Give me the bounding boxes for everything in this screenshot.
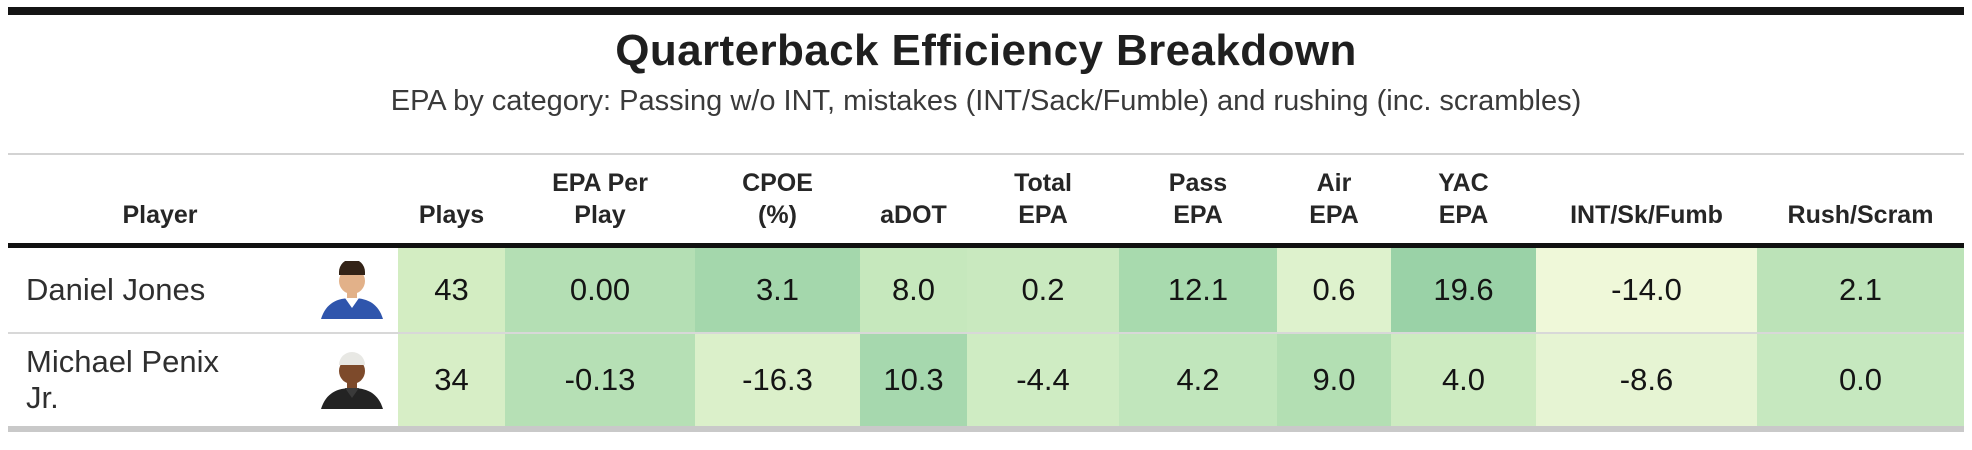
- avatar-hair: [339, 352, 365, 366]
- table-header: Quarterback Efficiency Breakdown EPA by …: [8, 15, 1964, 155]
- stats-card: Quarterback Efficiency Breakdown EPA by …: [8, 7, 1964, 433]
- player-name: Michael Penix Jr.: [26, 343, 219, 416]
- stat-cell-adot: 8.0: [860, 245, 967, 335]
- top-rule: [8, 7, 1964, 15]
- column-header-player: Player: [8, 154, 398, 248]
- stat-cell-plays: 34: [398, 333, 505, 430]
- player-cell: Michael Penix Jr.: [8, 333, 398, 430]
- column-header-rush-scram: Rush/Scram: [1757, 154, 1964, 248]
- stat-cell-pass-epa: 4.2: [1119, 333, 1277, 430]
- stat-cell-rush-scram: 2.1: [1757, 245, 1964, 335]
- column-header-int-sk-fumb: INT/Sk/Fumb: [1536, 154, 1757, 248]
- player-headshot: [321, 260, 383, 319]
- stat-cell-total-epa: -4.4: [967, 333, 1119, 430]
- stat-cell-air-epa: 9.0: [1277, 333, 1391, 430]
- avatar-collar: [345, 297, 359, 308]
- stat-cell-int-sk-fumb: -14.0: [1536, 245, 1757, 335]
- avatar-collar: [345, 388, 359, 399]
- stat-cell-int-sk-fumb: -8.6: [1536, 333, 1757, 430]
- stat-cell-air-epa: 0.6: [1277, 245, 1391, 335]
- stat-cell-yac-epa: 19.6: [1391, 245, 1536, 335]
- stat-cell-cpoe: 3.1: [695, 245, 860, 335]
- table-row: Michael Penix Jr. 34 -0.13 -16.3 10.3 -: [8, 333, 1964, 430]
- column-header-air-epa: Air EPA: [1277, 154, 1391, 248]
- column-header-pass-epa: Pass EPA: [1119, 154, 1277, 248]
- avatar-jersey: [321, 388, 383, 410]
- avatar-jersey: [321, 297, 383, 319]
- stat-cell-plays: 43: [398, 245, 505, 335]
- stat-cell-rush-scram: 0.0: [1757, 333, 1964, 430]
- stat-cell-pass-epa: 12.1: [1119, 245, 1277, 335]
- stats-table: Player Plays EPA Per Play CPOE (%) aDOT …: [8, 154, 1964, 433]
- stat-cell-yac-epa: 4.0: [1391, 333, 1536, 430]
- header-row: Player Plays EPA Per Play CPOE (%) aDOT …: [8, 154, 1964, 248]
- page-subtitle: EPA by category: Passing w/o INT, mistak…: [390, 84, 1582, 117]
- column-header-plays: Plays: [398, 154, 505, 248]
- stat-cell-epa-per-play: -0.13: [505, 333, 695, 430]
- column-header-epa-per-play: EPA Per Play: [505, 154, 695, 248]
- stat-cell-total-epa: 0.2: [967, 245, 1119, 335]
- avatar-hair: [339, 260, 365, 275]
- player-name: Daniel Jones: [26, 271, 206, 307]
- player-headshot: [321, 352, 383, 410]
- column-header-adot: aDOT: [860, 154, 967, 248]
- stat-cell-adot: 10.3: [860, 333, 967, 430]
- stat-cell-epa-per-play: 0.00: [505, 245, 695, 335]
- column-header-cpoe: CPOE (%): [695, 154, 860, 248]
- column-header-yac-epa: YAC EPA: [1391, 154, 1536, 248]
- stat-cell-cpoe: -16.3: [695, 333, 860, 430]
- column-header-total-epa: Total EPA: [967, 154, 1119, 248]
- player-cell: Daniel Jones: [8, 245, 398, 335]
- page-title: Quarterback Efficiency Breakdown: [615, 26, 1357, 75]
- table-row: Daniel Jones 43 0.00 3.1 8.0 0.2: [8, 245, 1964, 335]
